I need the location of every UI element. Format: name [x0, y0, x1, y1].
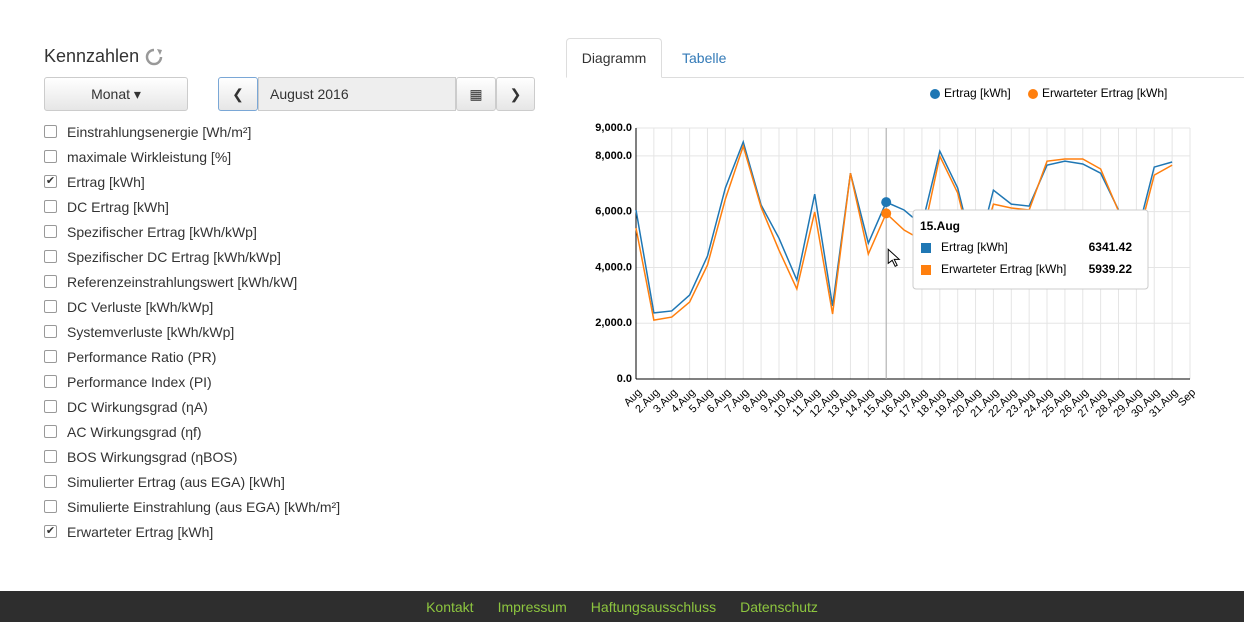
checkbox-row[interactable]: ✔ Ertrag [kWh]	[44, 169, 340, 194]
checkbox[interactable]	[44, 375, 57, 388]
series-line	[635, 143, 1173, 322]
y-tick-label: 6,000.0	[595, 206, 632, 218]
checkbox-label: DC Verluste [kWh/kWp]	[67, 298, 214, 315]
tooltip-value: 6341.42	[1089, 240, 1133, 254]
checkbox-row[interactable]: AC Wirkungsgrad (ηf)	[44, 419, 340, 444]
period-label: Monat	[91, 86, 130, 102]
x-tick-label: Sep	[1176, 387, 1198, 409]
checkbox-row[interactable]: Simulierte Einstrahlung (aus EGA) [kWh/m…	[44, 494, 340, 519]
period-dropdown[interactable]: Monat ▾	[44, 77, 188, 111]
y-tick-label: 2,000.0	[595, 317, 632, 329]
legend-swatch	[1028, 89, 1038, 99]
checkbox-label: DC Wirkungsgrad (ηA)	[67, 398, 208, 415]
footer-link[interactable]: Impressum	[497, 598, 567, 615]
title: Kennzahlen	[44, 46, 140, 66]
cursor	[887, 248, 901, 267]
checkbox-label: Referenzeinstrahlungswert [kWh/kW]	[67, 273, 298, 290]
tooltip-title: 15.Aug	[920, 219, 960, 233]
checkbox-row[interactable]: Performance Ratio (PR)	[44, 344, 340, 369]
checkbox-label: Simulierte Einstrahlung (aus EGA) [kWh/m…	[67, 498, 341, 515]
tooltip	[912, 209, 1149, 290]
footer-link[interactable]: Haftungsausschluss	[590, 598, 717, 615]
checkbox-row[interactable]: DC Verluste [kWh/kWp]	[44, 294, 340, 319]
checkbox[interactable]	[44, 125, 57, 138]
checkbox-label: Systemverluste [kWh/kWp]	[67, 323, 235, 340]
prev-button[interactable]: ❮	[218, 77, 258, 111]
footer-link[interactable]: Kontakt	[426, 598, 474, 615]
hover-marker	[881, 197, 892, 208]
footer: Kontakt Impressum Haftungsausschluss Datens…	[0, 591, 1244, 622]
tab[interactable]: Tabelle	[682, 38, 726, 78]
checkbox[interactable]	[44, 150, 57, 163]
checkbox[interactable]	[44, 275, 57, 288]
tooltip-value: 5939.22	[1089, 262, 1133, 276]
checkbox-label: maximale Wirkleistung [%]	[67, 148, 232, 165]
checkbox-label: AC Wirkungsgrad (ηf)	[67, 423, 202, 440]
checkbox[interactable]	[44, 450, 57, 463]
series-line	[635, 139, 1173, 314]
checkbox-row[interactable]: maximale Wirkleistung [%]	[44, 144, 340, 169]
checkbox-label: Spezifischer Ertrag [kWh/kWp]	[67, 223, 257, 240]
tab-active[interactable]: Diagramm	[566, 38, 662, 78]
checkbox-label: Simulierter Ertrag (aus EGA) [kWh]	[67, 473, 285, 490]
checkbox-label: Erwarteter Ertrag [kWh]	[67, 523, 214, 540]
footer-link[interactable]: Datenschutz	[740, 598, 818, 615]
legend-swatch	[930, 89, 940, 99]
date-field[interactable]: August 2016	[258, 77, 456, 111]
checkbox-label: Ertrag [kWh]	[67, 173, 145, 190]
checkbox[interactable]	[44, 225, 57, 238]
tab-label: Tabelle	[682, 50, 727, 66]
tooltip-swatch	[921, 243, 931, 253]
checkbox[interactable]	[44, 400, 57, 413]
checkbox-row[interactable]: Systemverluste [kWh/kWp]	[44, 319, 340, 344]
checkbox-label: Performance Ratio (PR)	[67, 348, 217, 365]
checkbox[interactable]	[44, 500, 57, 513]
checkbox-row[interactable]: Einstrahlungsenergie [Wh/m²]	[44, 119, 340, 144]
checkbox-label: DC Ertrag [kWh]	[67, 198, 169, 215]
y-tick-label: 8,000.0	[595, 150, 632, 162]
chart: 0.02,000.04,000.06,000.08,000.09,000.0Au…	[595, 86, 1198, 420]
checkbox-list: Einstrahlungsenergie [Wh/m²] maximale Wir…	[44, 119, 340, 544]
checkbox-row[interactable]: DC Ertrag [kWh]	[44, 194, 340, 219]
checkbox-row[interactable]: Performance Index (PI)	[44, 369, 340, 394]
checkbox[interactable]	[44, 250, 57, 263]
y-tick-label: 4,000.0	[595, 261, 632, 273]
checkbox[interactable]: ✔	[44, 175, 57, 188]
tooltip-swatch	[921, 265, 931, 275]
next-button[interactable]: ❯	[496, 77, 535, 111]
legend-label: Erwarteter Ertrag [kWh]	[1042, 86, 1167, 100]
legend-label: Ertrag [kWh]	[944, 86, 1011, 100]
checkbox[interactable]: ✔	[44, 525, 57, 538]
checkbox-row[interactable]: BOS Wirkungsgrad (ηBOS)	[44, 444, 340, 469]
refresh-icon[interactable]	[145, 48, 163, 66]
tooltip-label: Erwarteter Ertrag [kWh]	[941, 262, 1066, 276]
y-tick-label: 9,000.0	[595, 122, 632, 134]
checkbox-label: Spezifischer DC Ertrag [kWh/kWp]	[67, 248, 281, 265]
tab-border	[566, 77, 1244, 78]
checkbox[interactable]	[44, 200, 57, 213]
checkbox-row[interactable]: Referenzeinstrahlungswert [kWh/kW]	[44, 269, 340, 294]
hover-marker	[881, 208, 892, 219]
date-label: August 2016	[270, 86, 349, 102]
checkbox[interactable]	[44, 475, 57, 488]
y-tick-label: 0.0	[617, 373, 632, 385]
checkbox-row[interactable]: DC Wirkungsgrad (ηA)	[44, 394, 340, 419]
checkbox-label: Performance Index (PI)	[67, 373, 212, 390]
tooltip-label: Ertrag [kWh]	[941, 240, 1008, 254]
checkbox-row[interactable]: Spezifischer Ertrag [kWh/kWp]	[44, 219, 340, 244]
checkbox-label: BOS Wirkungsgrad (ηBOS)	[67, 448, 238, 465]
checkbox[interactable]	[44, 350, 57, 363]
checkbox-row[interactable]: ✔ Erwarteter Ertrag [kWh]	[44, 519, 340, 544]
checkbox[interactable]	[44, 300, 57, 313]
checkbox-label: Einstrahlungsenergie [Wh/m²]	[67, 123, 252, 140]
checkbox[interactable]	[44, 425, 57, 438]
checkbox-row[interactable]: Simulierter Ertrag (aus EGA) [kWh]	[44, 469, 340, 494]
checkbox[interactable]	[44, 325, 57, 338]
checkbox-row[interactable]: Spezifischer DC Ertrag [kWh/kWp]	[44, 244, 340, 269]
tab-label: Diagramm	[581, 50, 647, 66]
calendar-button[interactable]: ▦	[456, 77, 496, 111]
